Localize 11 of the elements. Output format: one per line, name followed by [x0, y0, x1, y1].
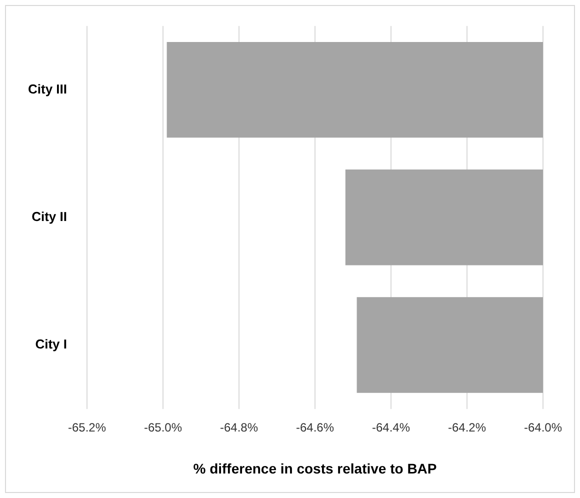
- y-tick-label: City III: [28, 81, 68, 96]
- x-tick-label: -65.0%: [144, 420, 182, 434]
- x-tick-label: -64.4%: [372, 420, 410, 434]
- y-tick-label: City II: [32, 208, 68, 224]
- y-tick-label: City I: [35, 336, 68, 352]
- x-tick-label: -64.0%: [524, 420, 562, 434]
- x-tick-label: -64.2%: [448, 420, 486, 434]
- x-tick-label: -65.2%: [68, 420, 106, 434]
- x-axis-title: % difference in costs relative to BAP: [193, 460, 437, 476]
- x-tick-label: -64.6%: [296, 420, 334, 434]
- x-tick-label: -64.8%: [220, 420, 258, 434]
